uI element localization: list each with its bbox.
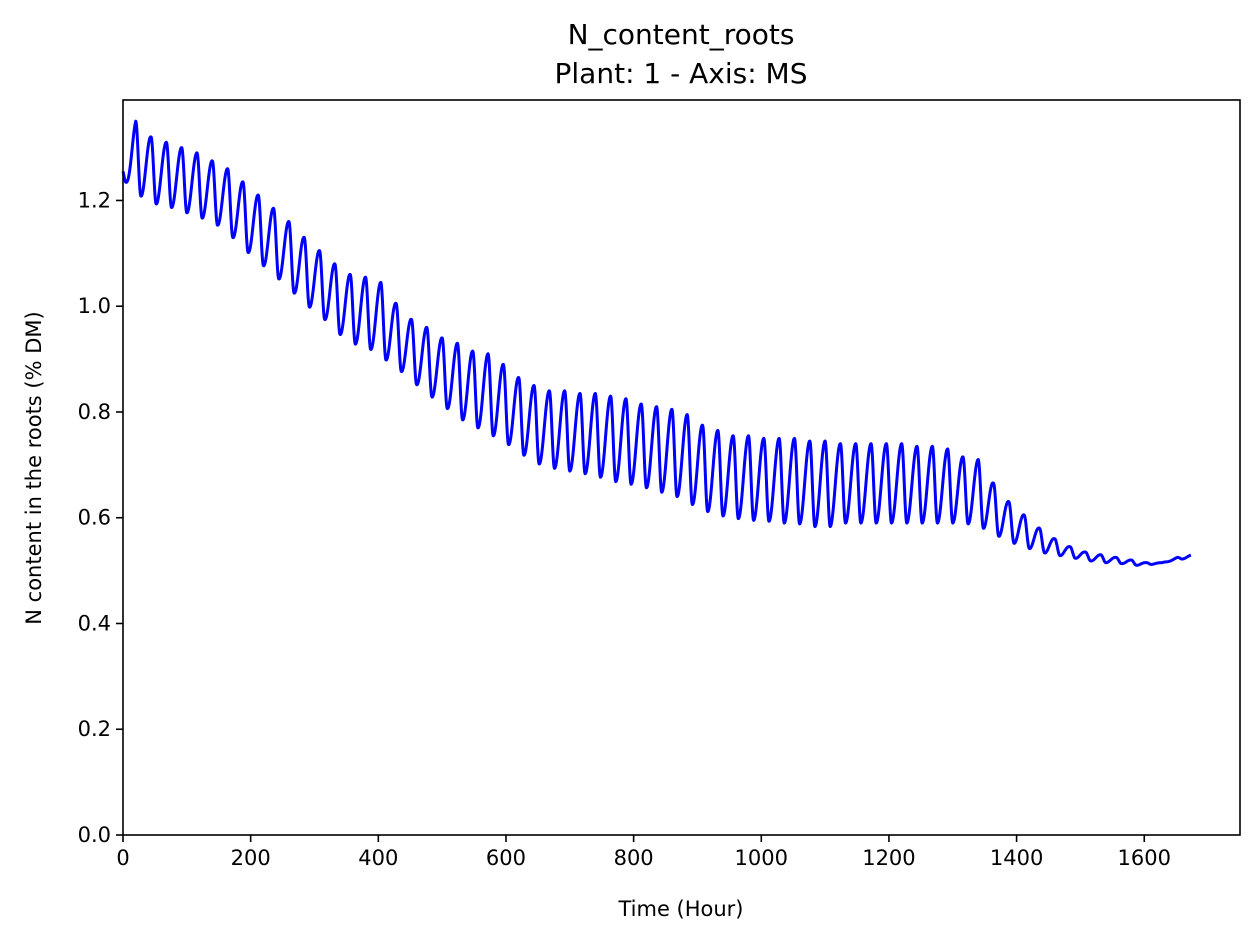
plot-frame xyxy=(122,99,1241,836)
y-tick-label: 1.2 xyxy=(78,188,111,212)
y-tick-label: 1.0 xyxy=(78,294,111,318)
plot-area xyxy=(121,119,1193,567)
y-tick-label: 0.2 xyxy=(78,717,111,741)
x-tick-label: 600 xyxy=(486,846,526,870)
x-tick-label: 1000 xyxy=(735,846,788,870)
y-axis: 0.0 0.2 0.4 0.6 0.8 1.0 1.2 xyxy=(78,188,123,847)
x-tick-label: 1200 xyxy=(862,846,915,870)
y-tick-label: 0.0 xyxy=(78,823,111,847)
x-axis-label: Time (Hour) xyxy=(617,897,743,921)
x-tick-label: 1400 xyxy=(990,846,1043,870)
chart-title: N_content_roots xyxy=(568,18,795,51)
x-tick-label: 0 xyxy=(116,846,129,870)
y-tick-label: 0.6 xyxy=(78,506,111,530)
x-tick-label: 1600 xyxy=(1118,846,1171,870)
x-tick-label: 200 xyxy=(231,846,271,870)
y-axis-label: N content in the roots (% DM) xyxy=(22,311,46,624)
y-tick-label: 0.4 xyxy=(78,611,111,635)
chart-subtitle: Plant: 1 - Axis: MS xyxy=(555,57,808,90)
y-tick-label: 0.8 xyxy=(78,400,111,424)
x-axis: 0 200 400 600 800 1000 1200 1400 1600 xyxy=(116,835,1171,870)
x-tick-label: 400 xyxy=(358,846,398,870)
x-tick-label: 800 xyxy=(614,846,654,870)
series-line-0 xyxy=(121,119,1193,567)
